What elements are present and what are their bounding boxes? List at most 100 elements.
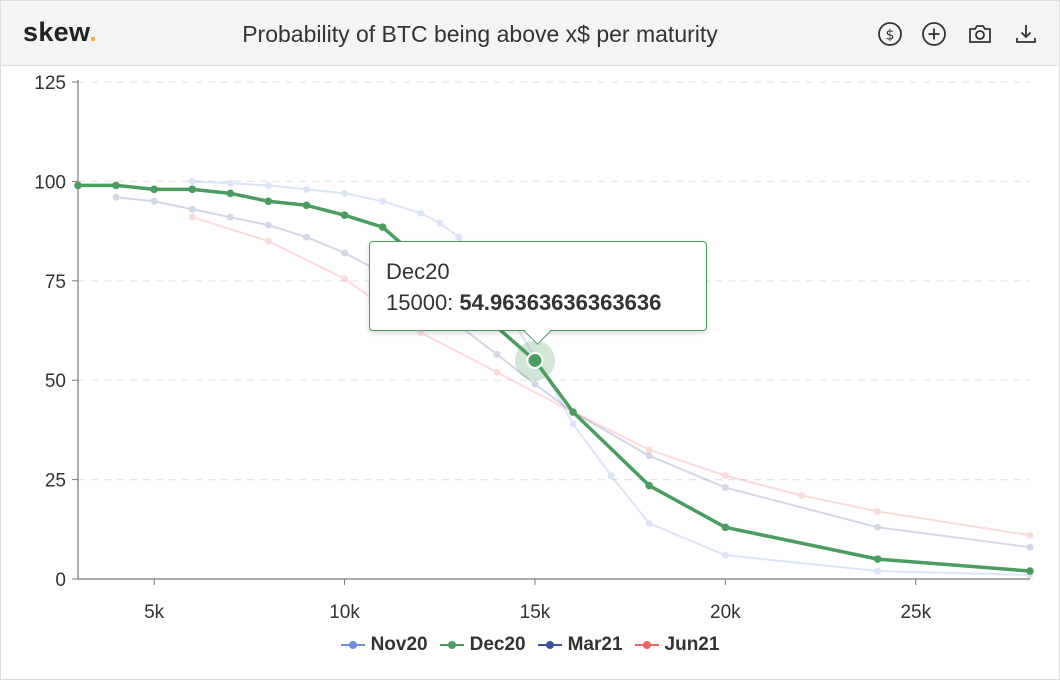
y-tick-label: 100 [34, 172, 66, 193]
y-tick-label: 0 [55, 570, 66, 591]
legend-label: Mar21 [567, 634, 623, 655]
data-point-mar21 [721, 484, 729, 492]
data-point-dec20 [721, 523, 730, 532]
data-point-dec20 [112, 181, 120, 190]
data-point-jun21 [1026, 531, 1034, 539]
series-line-nov20 [192, 180, 1031, 577]
legend-label: Dec20 [469, 634, 526, 655]
legend-swatch [634, 639, 659, 651]
legend-item-mar21[interactable]: Mar21 [537, 634, 623, 656]
data-point-dec20 [340, 211, 349, 219]
data-point-mar21 [874, 523, 882, 531]
y-tick-label: 75 [45, 272, 66, 293]
data-point-mar21 [302, 233, 310, 241]
screenshot-button[interactable] [967, 21, 993, 47]
tooltip-x: 15000: [386, 290, 454, 315]
tooltip-row: 15000: 54.96363636363636 [386, 287, 690, 318]
data-point-dec20 [264, 197, 273, 206]
legend-item-dec20[interactable]: Dec20 [439, 634, 526, 656]
x-tick-label: 20k [710, 602, 741, 623]
data-point-nov20 [436, 219, 444, 227]
data-point-mar21 [645, 452, 653, 460]
add-button[interactable] [921, 21, 947, 47]
data-point-jun21 [493, 368, 501, 376]
data-point-jun21 [341, 275, 349, 283]
data-point-jun21 [798, 492, 806, 500]
data-point-mar21 [341, 249, 349, 257]
data-point-nov20 [188, 177, 196, 185]
data-point-dec20 [873, 555, 882, 563]
data-point-mar21 [1026, 543, 1034, 551]
x-tick-label: 25k [900, 602, 931, 623]
tooltip-series: Dec20 [386, 259, 450, 284]
data-point-mar21 [226, 213, 234, 221]
data-point-nov20 [645, 519, 653, 527]
plus-circle-icon [922, 22, 946, 46]
data-point-mar21 [264, 221, 272, 229]
data-tooltip: Dec20 15000: 54.96363636363636 [369, 241, 707, 345]
data-point-nov20 [455, 233, 463, 241]
chart-plot: 0 25 50 75 100 125 5k 10k 15k 20k 25k [34, 73, 1034, 623]
legend-swatch-dot [642, 641, 651, 649]
chart-title: Probability of BTC being above x$ per ma… [242, 21, 718, 47]
data-point-nov20 [341, 189, 349, 197]
data-point-nov20 [607, 472, 615, 480]
legend-item-jun21[interactable]: Jun21 [634, 634, 720, 656]
chart-header: skew. Probability of BTC being above x$ … [1, 1, 1059, 66]
currency-button[interactable]: $ [877, 21, 903, 47]
x-tick-label: 15k [520, 602, 551, 623]
highlighted-point [526, 351, 544, 369]
data-point-jun21 [188, 213, 196, 221]
tooltip-value: 54.96363636363636 [459, 290, 662, 315]
legend-label: Jun21 [664, 634, 720, 655]
data-point-mar21 [112, 193, 120, 201]
data-point-jun21 [874, 507, 882, 515]
y-tick-label: 125 [34, 73, 66, 94]
data-point-dec20 [378, 223, 387, 231]
data-point-dec20 [302, 201, 311, 210]
x-tick-label: 10k [329, 602, 360, 623]
data-point-nov20 [417, 209, 425, 217]
legend-swatch-dot [447, 641, 456, 649]
data-point-dec20 [150, 185, 158, 194]
download-icon [1016, 25, 1036, 43]
data-point-jun21 [645, 446, 653, 454]
data-point-jun21 [264, 237, 272, 245]
y-tick-label: 50 [45, 371, 66, 392]
data-point-mar21 [188, 205, 196, 213]
legend-swatch-dot [545, 641, 554, 649]
data-point-mar21 [150, 197, 158, 205]
legend-swatch [537, 639, 562, 651]
data-point-dec20 [226, 189, 235, 198]
data-point-nov20 [302, 185, 310, 193]
data-point-dec20 [1026, 567, 1034, 575]
legend-swatch [439, 639, 464, 651]
series-nov20 [188, 177, 1034, 579]
legend-item-nov20[interactable]: Nov20 [340, 634, 428, 656]
data-point-nov20 [721, 551, 729, 559]
data-point-nov20 [874, 567, 882, 575]
data-point-nov20 [264, 181, 272, 189]
download-button[interactable] [1013, 21, 1039, 47]
data-point-mar21 [531, 380, 539, 388]
data-point-dec20 [74, 181, 82, 190]
data-point-nov20 [226, 179, 234, 187]
data-point-dec20 [645, 481, 653, 490]
x-tick-label: 5k [144, 602, 165, 623]
data-point-nov20 [379, 197, 387, 205]
data-point-dec20 [569, 408, 577, 416]
data-point-mar21 [493, 350, 501, 358]
legend-swatch-dot [348, 641, 357, 649]
legend-swatch [340, 639, 365, 651]
logo: skew. [23, 17, 98, 47]
legend-label: Nov20 [370, 634, 428, 655]
data-point-nov20 [569, 420, 577, 428]
dollar-circle-icon: $ [878, 22, 902, 46]
camera-icon [969, 25, 991, 43]
data-point-dec20 [188, 185, 197, 194]
svg-text:$: $ [886, 28, 895, 44]
y-tick-label: 25 [45, 471, 66, 492]
data-point-jun21 [721, 472, 729, 480]
chart-legend: Nov20 Dec20 Mar21 Jun21 [0, 634, 1060, 656]
